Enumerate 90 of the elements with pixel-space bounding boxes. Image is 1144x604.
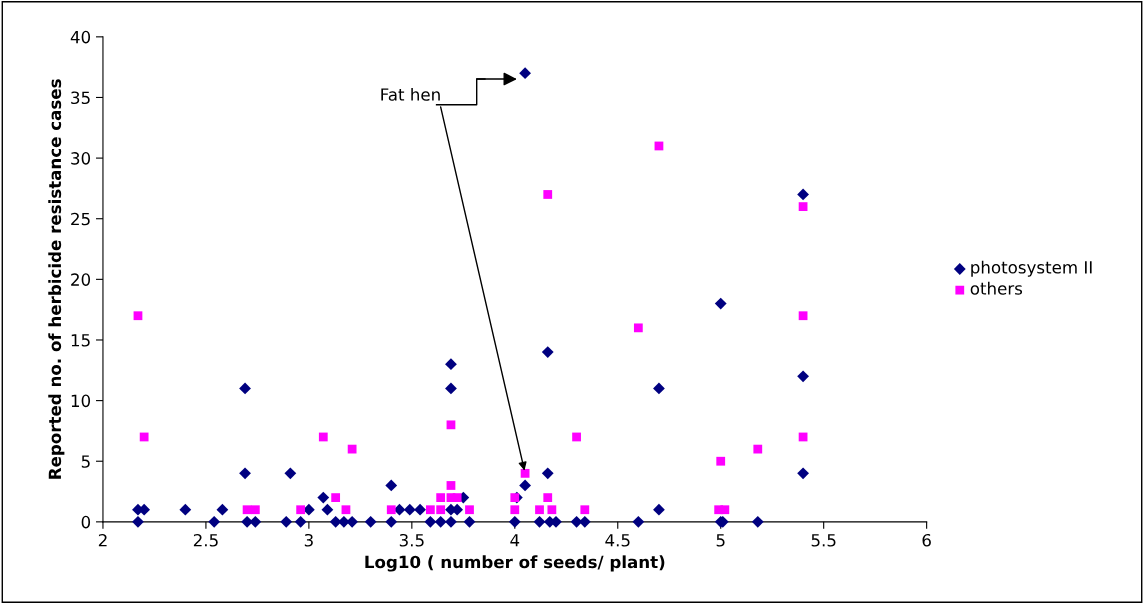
legend-label: others (970, 281, 1023, 295)
point (403, 503, 416, 516)
point (216, 503, 229, 516)
point (284, 467, 297, 480)
x-tick-label: 3.5 (399, 533, 424, 547)
point (425, 505, 435, 515)
point (632, 515, 645, 528)
point (133, 311, 143, 321)
annotation: Fat hen (381, 87, 440, 101)
point (179, 503, 192, 516)
point (465, 505, 474, 515)
y-tick-label: 15 (71, 334, 90, 347)
point (798, 202, 808, 211)
y-tick-label: 0 (81, 515, 91, 529)
point (463, 515, 476, 528)
point (535, 505, 544, 515)
legend-label: photosystem II (971, 260, 1092, 277)
point (364, 515, 377, 528)
point (132, 515, 144, 528)
point (541, 467, 554, 480)
point (250, 505, 260, 515)
x-tick-label: 2.5 (193, 533, 218, 547)
point (239, 467, 251, 480)
x-tick-label: 3 (304, 533, 313, 547)
point (424, 515, 437, 528)
point (714, 297, 727, 310)
x-tick-label: 6 (922, 533, 931, 547)
point (653, 503, 665, 516)
point (753, 444, 763, 454)
point (520, 468, 530, 478)
point (446, 420, 456, 430)
point (331, 493, 341, 502)
point (541, 346, 554, 358)
point (720, 505, 730, 515)
point (242, 505, 252, 515)
y-tick-label: 25 (71, 212, 90, 226)
point (436, 493, 446, 502)
point (385, 479, 398, 492)
point (798, 311, 808, 321)
point (280, 515, 293, 528)
x-tick-label: 4.5 (605, 534, 630, 547)
point (543, 493, 553, 502)
point (716, 456, 726, 466)
point (508, 515, 521, 528)
point (436, 505, 446, 515)
point (445, 382, 457, 395)
x-tick-label: 2 (98, 533, 107, 547)
point (572, 432, 581, 442)
y-tick-label: 30 (71, 152, 91, 165)
y-tick-label: 5 (81, 455, 90, 468)
point (445, 358, 457, 371)
point (580, 505, 590, 515)
point (543, 190, 553, 199)
point (385, 515, 398, 528)
x-tick-label: 5 (716, 534, 725, 547)
x-tick-label: 4 (510, 534, 520, 547)
point (294, 515, 307, 528)
point (386, 505, 396, 515)
point (751, 515, 764, 528)
point (434, 515, 447, 528)
point (519, 479, 531, 492)
point (318, 432, 328, 442)
point (797, 370, 809, 383)
point (633, 323, 643, 333)
point (510, 505, 520, 515)
x-tick-label: 5.5 (811, 534, 836, 547)
point (519, 67, 531, 80)
point (296, 505, 306, 515)
y-tick-label: 40 (70, 30, 91, 44)
point (317, 491, 330, 504)
point (341, 505, 351, 515)
point (653, 382, 665, 395)
y-axis-title: Reported no. of herbicide resistance cases (48, 79, 65, 479)
x-axis-title: Log10 ( number of seeds/ plant) (365, 555, 665, 572)
point (239, 382, 251, 395)
point (208, 515, 221, 528)
point (797, 467, 809, 480)
point (347, 444, 357, 454)
y-tick-label: 35 (71, 91, 90, 105)
point (321, 503, 334, 516)
point (452, 493, 462, 502)
point (139, 432, 149, 442)
point (414, 503, 426, 516)
y-tick-label: 10 (71, 394, 91, 408)
y-tick-label: 20 (71, 273, 91, 286)
point (547, 505, 557, 515)
point (445, 515, 457, 528)
point (533, 515, 546, 528)
point (797, 188, 809, 201)
point (446, 481, 456, 490)
